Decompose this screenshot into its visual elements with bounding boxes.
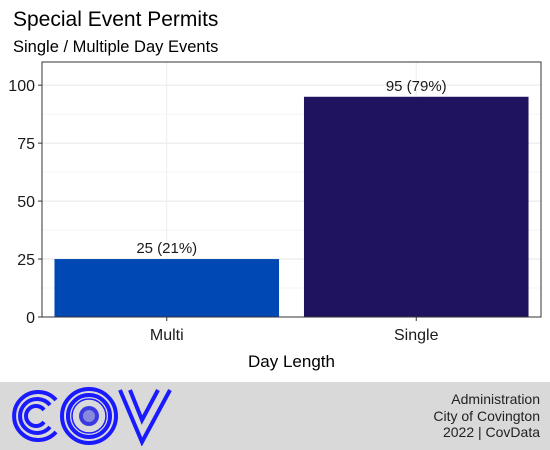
y-tick-label: 100	[8, 78, 35, 95]
y-tick-label: 75	[17, 136, 35, 153]
x-axis-title: Day Length	[248, 352, 335, 371]
x-tick-label-multi: Multi	[150, 327, 184, 344]
y-tick-label: 0	[26, 310, 35, 327]
bar-single	[303, 96, 529, 317]
cov-logo-icon	[12, 387, 172, 446]
footer-year-source: 2022 | CovData	[442, 424, 540, 440]
chart-title: Special Event Permits	[13, 8, 219, 31]
y-tick-label: 50	[17, 194, 35, 211]
footer-banner: Administration City of Covington 2022 | …	[0, 382, 550, 450]
bar-chart: 25 (21%) Multi 95 (79%) Single 0 25 50 75 100 Day…	[8, 61, 542, 371]
plot-panel-border	[41, 61, 542, 318]
chart-subtitle: Single / Multiple Day Events	[13, 38, 219, 56]
x-tick-label-single: Single	[394, 327, 439, 344]
data-label-multi: 25 (21%)	[136, 240, 197, 257]
data-label-single: 95 (79%)	[386, 78, 447, 95]
footer-department: Administration	[451, 391, 540, 407]
bar-multi	[54, 259, 280, 317]
y-tick-label: 25	[17, 252, 35, 269]
footer-organization: City of Covington	[433, 407, 540, 424]
footer-credits: Administration City of Covington 2022 | …	[433, 391, 540, 441]
